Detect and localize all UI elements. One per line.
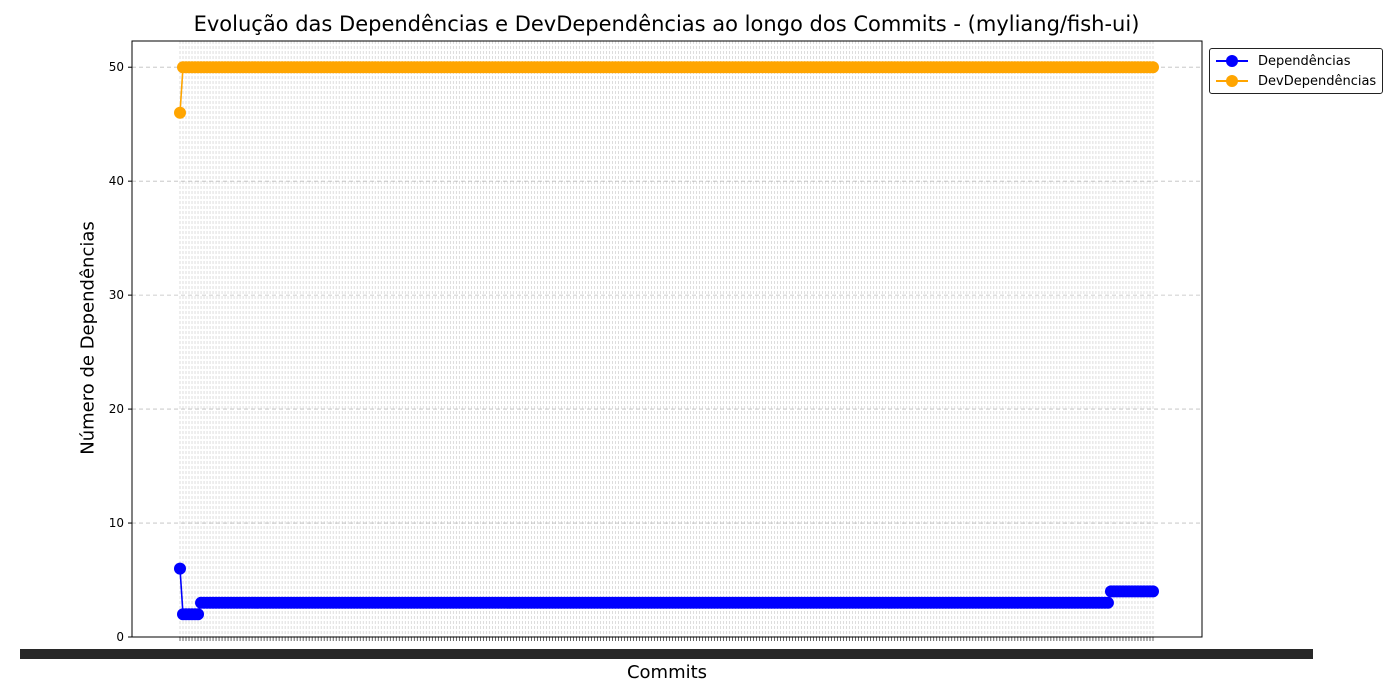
chart-title: Evolução das Dependências e DevDependênc… (193, 12, 1140, 36)
legend-label: Dependências (1258, 53, 1351, 69)
y-tick-label: 40 (109, 174, 124, 188)
data-point (174, 562, 186, 575)
x-tick-labels (20, 649, 1313, 659)
plot-frame (131, 40, 1203, 638)
series-line-1 (179, 66, 1153, 113)
legend-item-devdependencias: DevDependências (1214, 71, 1376, 91)
y-tick-label: 0 (116, 630, 124, 644)
grid-lines (132, 41, 1202, 638)
y-tick-label: 30 (109, 288, 124, 302)
y-axis-label: Número de Dependências (77, 221, 99, 455)
data-point (1147, 585, 1159, 598)
legend-swatch-orange (1214, 71, 1250, 91)
series-layer (174, 61, 1159, 621)
legend-label: DevDependências (1258, 73, 1377, 89)
legend: Dependências DevDependências (1209, 48, 1383, 94)
y-tick-label: 10 (109, 516, 124, 530)
data-point (1101, 596, 1114, 609)
data-point (1147, 61, 1159, 74)
x-axis-label: Commits (626, 662, 708, 683)
y-tick-label: 50 (109, 60, 124, 74)
y-tick-label: 20 (109, 402, 124, 416)
data-point (174, 106, 186, 119)
legend-swatch-blue (1214, 51, 1250, 71)
axes: 0 10 20 30 40 50 (20, 40, 1313, 659)
data-point (192, 608, 205, 621)
legend-item-dependencias: Dependências (1214, 51, 1351, 71)
